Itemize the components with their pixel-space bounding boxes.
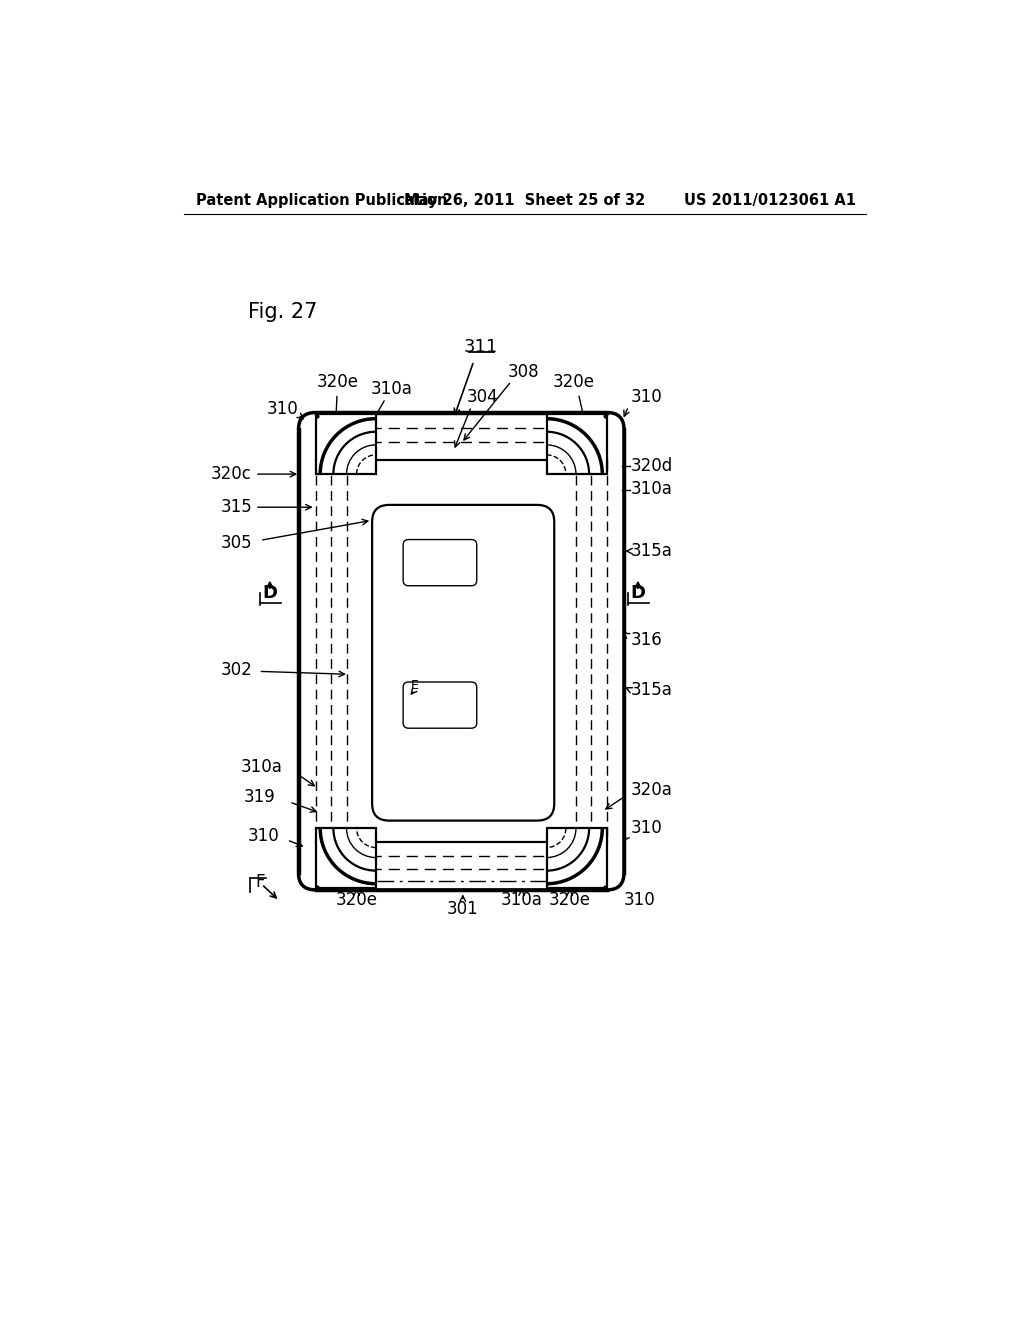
Text: 315a: 315a [630,681,672,698]
Text: 310a: 310a [371,380,413,399]
Text: 302: 302 [220,661,252,680]
Text: F: F [255,874,264,891]
FancyBboxPatch shape [403,540,477,586]
FancyBboxPatch shape [403,682,477,729]
Text: Patent Application Publication: Patent Application Publication [197,193,447,209]
Text: D: D [631,585,645,602]
Bar [547,829,607,888]
Bar [315,414,376,474]
Text: 301: 301 [446,900,478,919]
Text: 310: 310 [248,828,280,845]
Text: 310: 310 [267,400,299,417]
Text: US 2011/0123061 A1: US 2011/0123061 A1 [684,193,856,209]
Bar [315,829,376,888]
Text: May 26, 2011  Sheet 25 of 32: May 26, 2011 Sheet 25 of 32 [404,193,645,209]
Text: 308: 308 [508,363,540,381]
Text: 319: 319 [244,788,275,807]
Text: 304: 304 [467,388,499,407]
Text: 320e: 320e [553,372,595,391]
Text: 320c: 320c [211,465,252,483]
Text: E: E [411,680,419,693]
Text: 315a: 315a [630,543,672,560]
FancyBboxPatch shape [372,506,554,821]
Text: 320e: 320e [549,891,591,909]
Text: 310a: 310a [501,891,543,909]
Text: 320d: 320d [630,458,673,475]
Text: D: D [262,585,278,602]
Text: 310a: 310a [630,480,672,499]
Text: 315: 315 [220,498,252,516]
Text: 320e: 320e [336,891,378,909]
Text: 310: 310 [624,891,655,909]
FancyBboxPatch shape [299,412,624,890]
Text: 320a: 320a [630,781,672,799]
Text: 310: 310 [630,388,662,407]
Text: 316: 316 [630,631,662,648]
Text: Fig. 27: Fig. 27 [248,302,317,322]
Text: 311: 311 [464,338,498,356]
Text: 310: 310 [630,820,662,837]
Text: 320e: 320e [316,372,358,391]
Text: 310a: 310a [241,758,283,776]
Bar [547,414,607,474]
Text: 305: 305 [220,535,252,552]
